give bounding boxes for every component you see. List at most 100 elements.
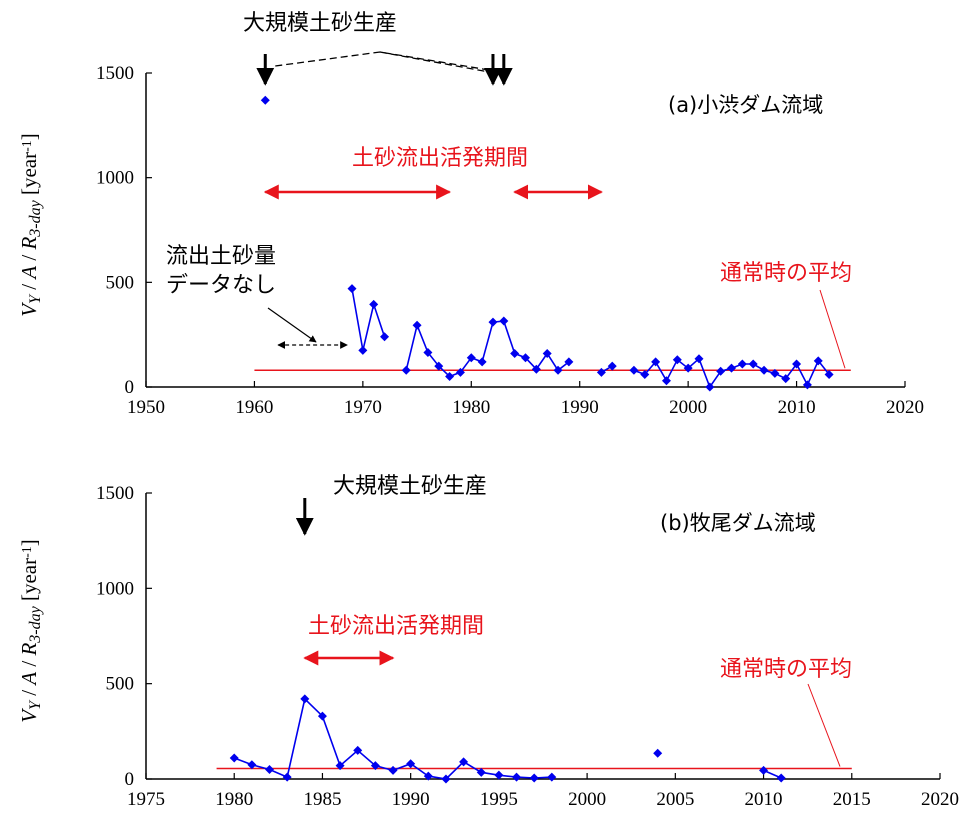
data-point [317,711,327,721]
data-point [607,361,617,371]
data-point [260,95,270,105]
x-tick-label: 1980 [215,789,253,810]
y-label-part: 3-day [27,605,44,643]
data-point [380,332,390,342]
average-label: 通常時の平均 [720,657,852,682]
series-line [405,320,570,378]
data-point [388,765,398,775]
data-point [694,354,704,364]
x-tick-label: 1990 [561,397,599,418]
no-data-label: データなし [166,273,276,298]
x-tick-label: 2015 [833,789,871,810]
data-point [629,365,639,375]
average-leader [807,683,841,767]
data-point [653,748,663,758]
y-label-part: / [17,685,41,701]
y-label-part: [year [17,558,41,606]
active-period-label: 土砂流出活発期間 [352,146,528,171]
data-point [737,359,747,369]
y-label-part: V [17,708,41,723]
data-point [282,772,292,782]
data-point [476,767,486,777]
data-point [265,764,275,774]
data-point [300,694,310,704]
data-point [705,382,715,392]
data-point [466,353,476,363]
y-label-part: A [17,266,41,281]
large-production-label: 大規模土砂生産 [333,474,487,499]
y-tick-label: 1500 [96,483,134,504]
data-point [542,349,552,359]
x-tick-label: 2020 [886,397,924,418]
data-point [434,361,444,371]
large-production-dashed [379,51,500,75]
data-point [423,347,433,357]
data-point [716,366,726,376]
data-point [247,760,257,770]
data-point [488,317,498,327]
no-data-label: 流出土砂量 [166,244,276,269]
y-label-part: / [17,250,41,266]
data-point [683,363,693,373]
data-point [353,745,363,755]
no-data-pointer [267,307,317,343]
panel-a: 0 500 1000 1500 1950 1960 1970 1980 1990 2000 2010… [17,11,924,418]
y-tick-label: 0 [125,377,135,398]
data-point [347,284,357,294]
y-label-part: ] [17,133,41,140]
y-label-part: / [17,656,41,672]
y-label-part: [year [17,152,41,200]
y-tick-label: 0 [125,769,135,790]
y-label-part: Y [27,699,44,710]
panel-label: (a)小渋ダム流域 [668,93,823,117]
data-point [596,367,606,377]
data-point [406,759,416,769]
data-point [651,357,661,367]
y-label-part: A [17,672,41,687]
x-tick-label: 1980 [452,397,490,418]
data-point [370,761,380,771]
average-label: 通常時の平均 [720,261,852,286]
y-tick-label: 1000 [96,578,134,599]
data-point [445,372,455,382]
y-label-part: V [17,302,41,317]
x-tick-label: 2010 [778,397,816,418]
data-point [802,380,812,390]
data-point [547,772,557,782]
data-point [521,353,530,363]
average-leader [819,289,846,369]
data-point [661,376,671,386]
active-period-label: 土砂流出活発期間 [308,614,484,639]
data-point [672,355,682,365]
data-point [759,765,769,775]
y-label-part: R [17,643,41,657]
y-tick-label: 500 [106,272,135,293]
data-point [781,374,791,384]
data-point [564,357,574,367]
data-point [499,316,509,326]
data-point [423,771,433,781]
x-tick-label: 2010 [745,789,783,810]
y-label-part: / [17,279,41,295]
data-point [529,773,539,783]
y-label-part: ] [17,539,41,546]
y-label-part: -1 [20,140,35,152]
x-tick-label: 1950 [127,397,165,418]
data-point [494,770,504,780]
x-tick-label: 1990 [392,789,430,810]
data-point [229,753,239,763]
y-tick-label: 1000 [96,168,134,189]
data-point [776,773,786,783]
data-point [770,368,780,378]
x-tick-label: 1960 [235,397,273,418]
x-tick-label: 1975 [127,789,165,810]
data-point [759,365,769,375]
data-point [748,359,758,369]
data-point [459,757,469,767]
y-label-part: 3-day [27,199,44,237]
data-point [792,359,802,369]
y-axis-label: VY / A / R3-day [year-1] [17,133,44,317]
x-tick-label: 1970 [344,397,382,418]
data-point [510,349,520,359]
